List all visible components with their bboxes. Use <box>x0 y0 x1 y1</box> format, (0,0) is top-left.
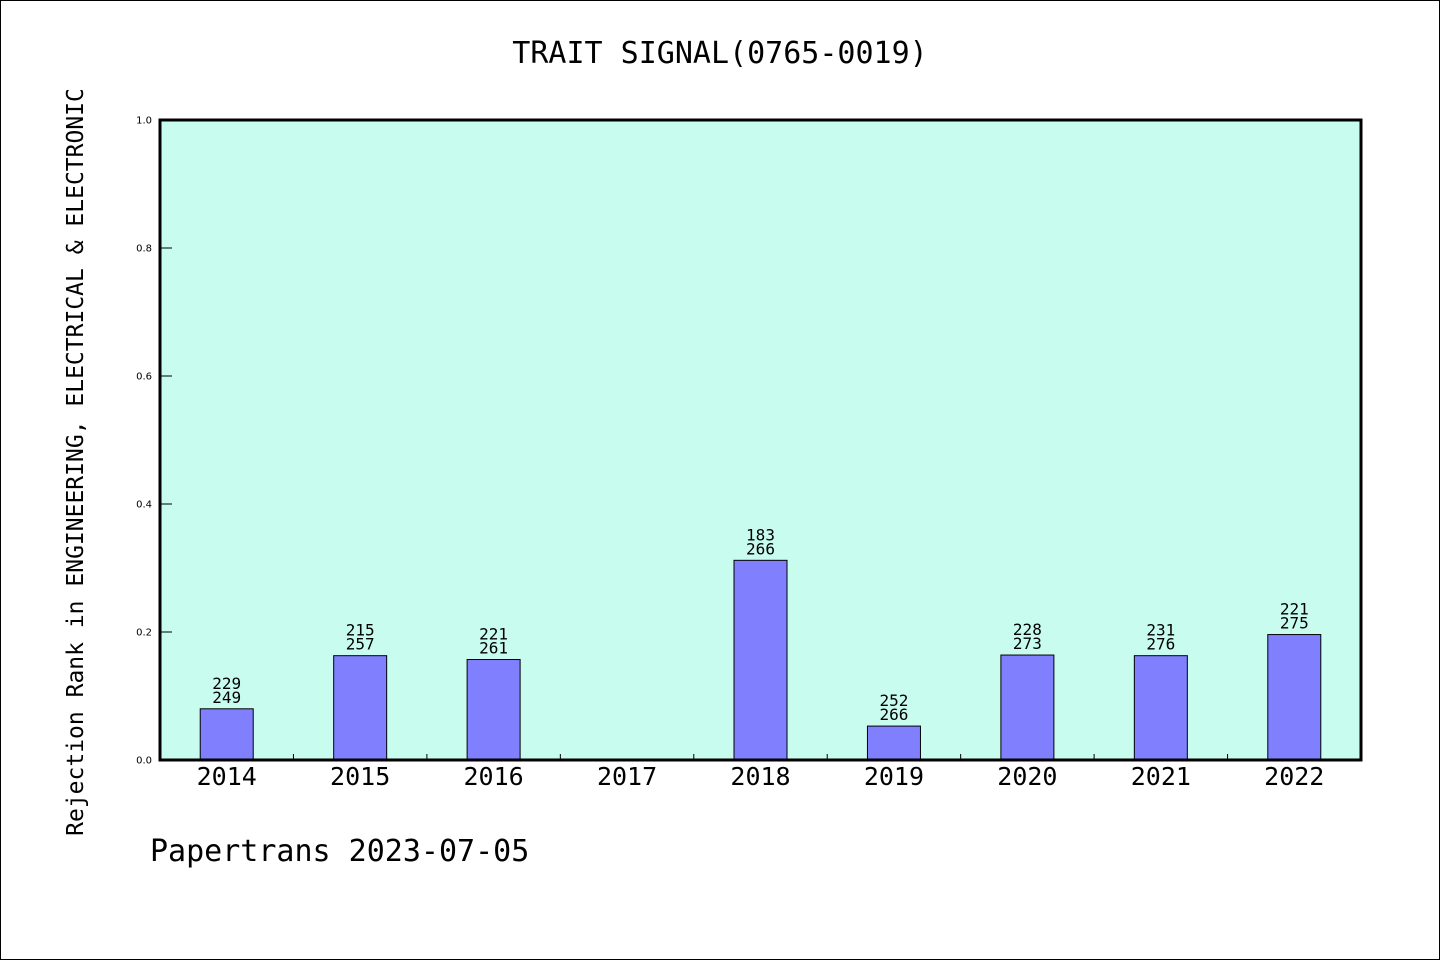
bar-total-label: 275 <box>1280 614 1309 633</box>
bar <box>199 708 254 761</box>
bar <box>733 559 788 761</box>
y-tick-label: 0.0 <box>136 756 152 767</box>
bar <box>1267 634 1322 761</box>
bar-total-label: 266 <box>746 539 775 558</box>
y-tick-label: 0.6 <box>136 372 152 383</box>
bar-rank-label: 228 <box>1013 620 1042 639</box>
bar-total-label: 276 <box>1146 635 1175 654</box>
bar-total-label: 266 <box>879 705 908 724</box>
x-tick-label: 2021 <box>1131 762 1191 791</box>
x-tick-label: 2016 <box>464 762 524 791</box>
x-tick-label: 2015 <box>330 762 390 791</box>
footer-text: Papertrans 2023-07-05 <box>150 834 530 869</box>
bar <box>1133 655 1188 761</box>
bar <box>466 659 521 761</box>
y-tick-label: 0.8 <box>136 244 152 255</box>
x-tick-label: 2014 <box>197 762 257 791</box>
chart-title: TRAIT SIGNAL(0765-0019) <box>512 36 928 71</box>
bar-rank-label: 252 <box>879 691 908 710</box>
bar-total-label: 249 <box>212 688 241 707</box>
bar-rank-label: 221 <box>479 625 508 644</box>
bar <box>333 655 388 761</box>
bar <box>866 725 921 761</box>
bar-rank-label: 229 <box>212 674 241 693</box>
bar-rank-label: 183 <box>746 525 775 544</box>
bar <box>1000 654 1055 761</box>
bar-rank-label: 231 <box>1146 621 1175 640</box>
plot-border <box>158 118 1363 762</box>
x-tick-label: 2022 <box>1264 762 1324 791</box>
bar-rank-label: 215 <box>346 621 375 640</box>
y-tick-label: 0.2 <box>136 628 152 639</box>
x-tick-label: 2018 <box>730 762 790 791</box>
x-tick-label: 2020 <box>997 762 1057 791</box>
bar-total-label: 257 <box>346 635 375 654</box>
bar-rank-label: 221 <box>1280 600 1309 619</box>
bar-total-label: 261 <box>479 639 508 658</box>
x-tick-label: 2017 <box>597 762 657 791</box>
bar-total-label: 273 <box>1013 634 1042 653</box>
y-tick-label: 0.4 <box>136 500 152 511</box>
y-tick-label: 1.0 <box>136 116 152 127</box>
x-tick-label: 2019 <box>864 762 924 791</box>
